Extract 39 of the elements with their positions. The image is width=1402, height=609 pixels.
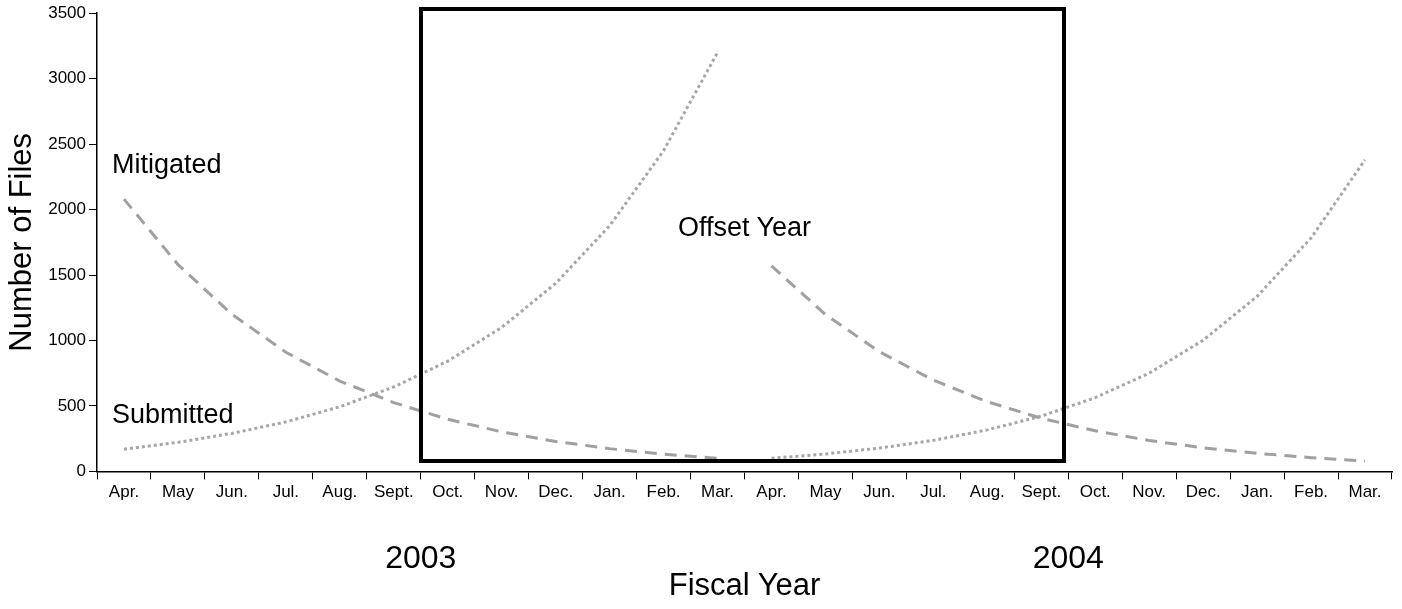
x-tick-label: May [809, 482, 842, 502]
x-tick-label: Oct. [432, 482, 464, 502]
y-tick-label: 1000 [48, 330, 87, 350]
y-tick-label: 3000 [48, 68, 87, 88]
x-tick-label: Jul. [272, 482, 300, 502]
y-tick-label: 500 [57, 395, 87, 415]
y-tick-label: 3500 [48, 2, 87, 22]
annotation: Offset Year [677, 212, 812, 243]
x-tick-label: Feb. [646, 482, 681, 502]
x-tick-label: Jan. [1241, 482, 1274, 502]
x-tick-label: Dec. [538, 482, 574, 502]
x-tick-label: Oct. [1079, 482, 1111, 502]
y-tick-label: 2000 [48, 199, 87, 219]
x-tick-label: Dec. [1185, 482, 1221, 502]
series-label: Submitted [112, 398, 234, 429]
x-tick-label: Jan. [593, 482, 626, 502]
x-tick-label: Apr. [108, 482, 140, 502]
series-label: Mitigated [112, 148, 222, 179]
x-tick-label: May [161, 482, 195, 502]
y-axis-title: Number of Files [3, 132, 39, 352]
x-tick-label: Mar. [701, 482, 735, 502]
text: 2003 [385, 539, 457, 576]
x-tick-label: Jun. [215, 482, 248, 502]
x-tick-label: Jun. [863, 482, 896, 502]
x-tick-label: Mar. [1348, 482, 1382, 502]
x-tick-label: Nov. [484, 482, 519, 502]
x-tick-label: Jul. [920, 482, 947, 502]
x-axis-title: Fiscal Year [668, 566, 821, 602]
x-tick-label: Sept. [1021, 482, 1062, 502]
y-tick-label: 1500 [48, 264, 87, 284]
text: 2004 [1032, 539, 1104, 576]
x-tick-label: Aug. [969, 482, 1005, 502]
x-tick-label: Nov. [1132, 482, 1167, 502]
x-tick-label: Feb. [1294, 482, 1329, 502]
y-tick-label: 0 [76, 461, 87, 481]
x-tick-label: Aug. [322, 482, 358, 502]
y-tick-label: 2500 [48, 133, 87, 153]
x-tick-label: Apr. [756, 482, 787, 502]
x-tick-label: Sept. [373, 482, 414, 502]
